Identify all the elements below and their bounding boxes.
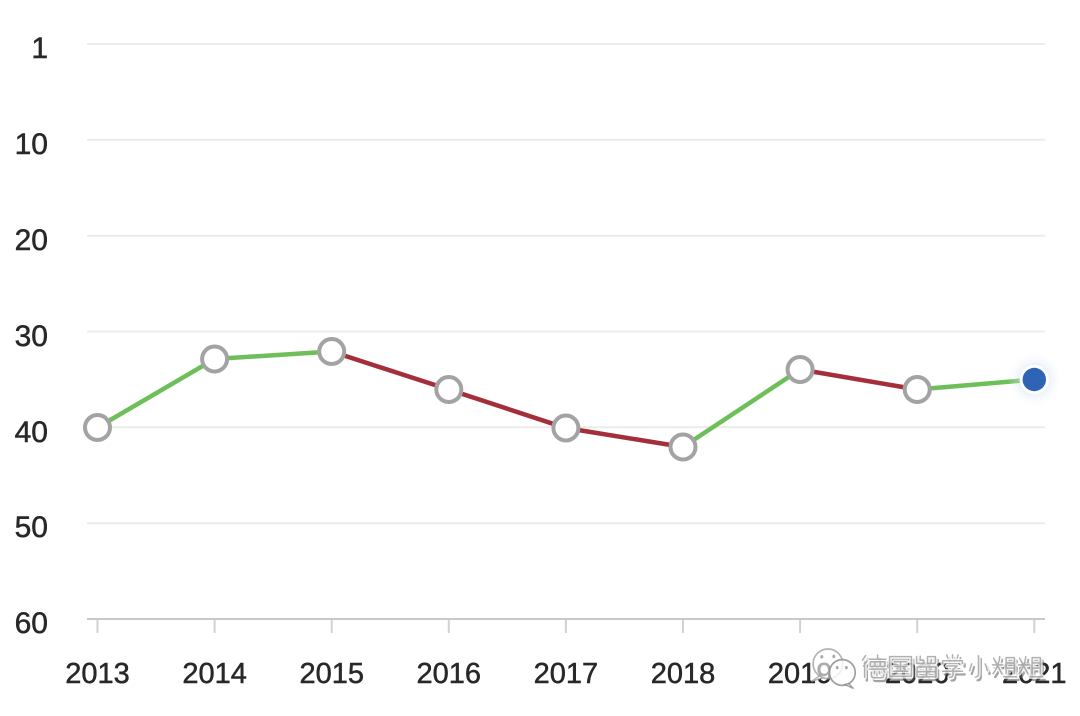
svg-text:40: 40 (15, 416, 48, 449)
svg-text:60: 60 (15, 607, 48, 640)
svg-text:2013: 2013 (65, 658, 130, 690)
svg-text:20: 20 (15, 224, 48, 257)
svg-text:2018: 2018 (651, 658, 716, 690)
svg-text:2014: 2014 (182, 658, 247, 690)
svg-text:2017: 2017 (534, 658, 599, 690)
svg-text:1: 1 (31, 32, 48, 65)
svg-text:2015: 2015 (299, 658, 364, 690)
svg-text:2016: 2016 (417, 658, 482, 690)
svg-text:10: 10 (15, 128, 48, 161)
svg-text:50: 50 (15, 511, 48, 544)
svg-text:30: 30 (15, 320, 48, 353)
